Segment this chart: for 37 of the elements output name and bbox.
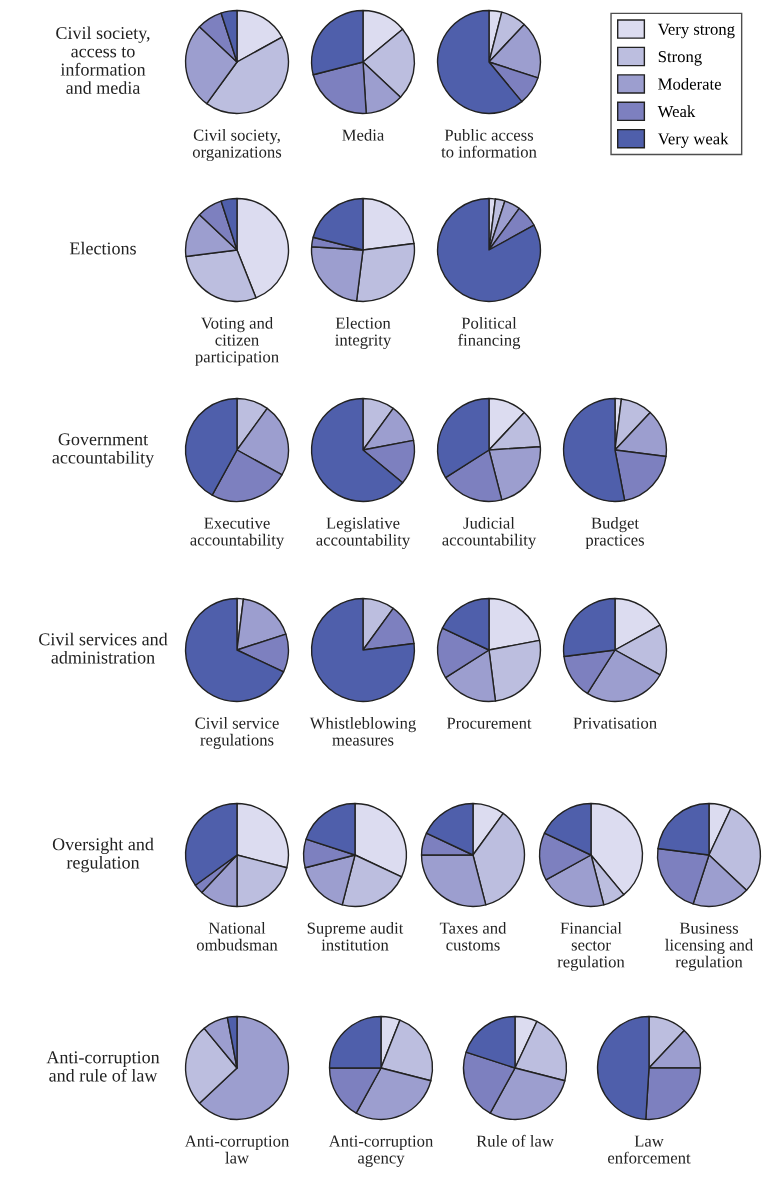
- text: Anti-corruption law: [184, 1135, 290, 1164]
- text: Anti-corruption and rule of law: [46, 1051, 160, 1082]
- text: Civil service regulations: [195, 717, 279, 750]
- text: Oversight and regulation: [52, 837, 154, 873]
- text: Voting and citizen participation: [195, 317, 279, 366]
- text: Whistleblowing measures: [309, 717, 416, 746]
- text: Judicial accountability: [442, 517, 537, 550]
- text: Political financing: [458, 317, 521, 350]
- text: Procurement: [446, 717, 532, 729]
- text: Taxes and customs: [439, 922, 507, 951]
- text: Legislative accountability: [316, 517, 411, 550]
- pie-slice: [184, 597, 285, 703]
- text: Elections: [69, 241, 136, 255]
- text: Government accountability: [52, 433, 155, 468]
- legend-label: Moderate: [658, 77, 721, 90]
- text: Public access to information: [441, 129, 537, 158]
- text: Financial sector regulation: [557, 922, 625, 971]
- text: Media: [342, 129, 385, 141]
- text: Civil society, organizations: [192, 129, 282, 162]
- legend-label: Very strong: [657, 23, 735, 39]
- text: Civil society, access to information and media: [56, 26, 150, 94]
- text: National ombudsman: [196, 922, 278, 951]
- text: Law enforcement: [608, 1135, 691, 1164]
- text: Election integrity: [335, 317, 392, 350]
- legend-label: Very weak: [657, 132, 729, 148]
- pie-slice: [436, 197, 542, 303]
- legend-label: Strong: [658, 51, 702, 66]
- text: Business licensing and regulation: [665, 922, 753, 971]
- text: Anti-corruption agency: [328, 1135, 434, 1168]
- text: Budget practices: [585, 517, 645, 550]
- text: Civil services and administration: [39, 632, 168, 664]
- legend-label: Weak: [657, 105, 696, 118]
- pie-slice: [310, 597, 416, 703]
- text: Rule of law: [476, 1134, 554, 1147]
- text: Executive accountability: [190, 517, 285, 550]
- text: Privatisation: [573, 717, 657, 729]
- text: Supreme audit institution: [307, 922, 404, 951]
